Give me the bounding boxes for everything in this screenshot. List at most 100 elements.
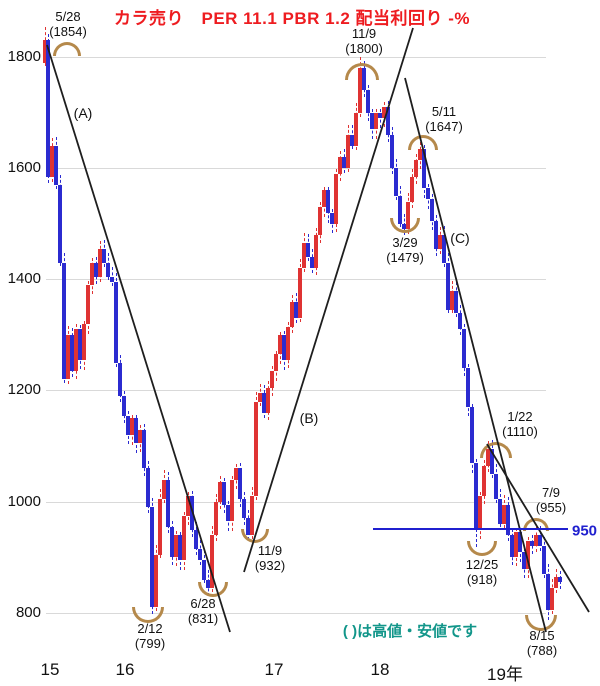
gridline [46, 613, 546, 614]
candle [230, 479, 234, 522]
candle [518, 532, 522, 552]
wave-label-A: (A) [73, 105, 93, 121]
gridline [46, 57, 546, 58]
price-annotation: 12/25 (918) [465, 557, 499, 588]
annotation-date: 12/25 [465, 557, 499, 572]
candle [318, 207, 322, 235]
candle [458, 312, 462, 330]
candle [466, 368, 470, 408]
annotation-price: (1800) [345, 40, 383, 56]
turning-point-arc [345, 63, 379, 80]
candle [390, 134, 394, 169]
y-axis-label: 1600 [7, 159, 41, 176]
turning-point-arc [467, 541, 497, 556]
turning-point-arc [408, 135, 438, 150]
annotation-price: (788) [526, 642, 558, 658]
annotation-price: (955) [535, 499, 567, 515]
candle [266, 387, 270, 413]
level-line-label: 950 [572, 522, 598, 540]
annotation-price: (932) [254, 557, 286, 573]
turning-point-arc [53, 42, 81, 56]
candle [354, 112, 358, 146]
price-annotation: 5/28 (1854) [49, 9, 87, 40]
price-annotation: 11/9 (1800) [345, 26, 383, 57]
candle [494, 474, 498, 500]
price-annotation: 11/9 (932) [254, 543, 286, 574]
y-axis-label: 800 [15, 604, 41, 621]
candle [194, 529, 198, 550]
annotation-price: (1110) [502, 423, 538, 439]
candle [462, 329, 466, 369]
annotation-date: 11/9 [351, 26, 377, 41]
price-annotation: 3/29 (1479) [386, 235, 424, 266]
x-axis-label: 16 [115, 660, 135, 679]
gridline [46, 168, 546, 169]
candle [482, 465, 486, 497]
candle [190, 496, 194, 530]
wave-label-C: (C) [450, 230, 470, 246]
candle [538, 535, 542, 547]
candle [122, 396, 126, 416]
price-annotation: 6/28 (831) [187, 596, 219, 627]
annotation-date: 7/9 [541, 485, 561, 500]
annotation-date: 1/22 [507, 409, 533, 424]
candle [542, 546, 546, 575]
candle [334, 173, 338, 224]
candle [54, 145, 58, 185]
annotation-price: (799) [134, 635, 166, 651]
candle [550, 587, 554, 611]
annotation-date: 2/12 [137, 621, 163, 636]
legend-note: ( )は高値・安値です [342, 623, 478, 640]
candle [274, 354, 278, 372]
candle [270, 371, 274, 388]
price-annotation: 7/9 (955) [535, 485, 567, 516]
x-axis-label: 15 [40, 660, 60, 679]
candle [234, 468, 238, 480]
candle [306, 243, 310, 258]
x-axis-label: 19年 [487, 665, 523, 684]
price-annotation: 2/12 (799) [134, 621, 166, 652]
candle [454, 290, 458, 313]
candle [478, 496, 482, 530]
y-axis-label: 1000 [7, 493, 41, 510]
candle [558, 576, 562, 583]
candle [366, 90, 370, 113]
candle [414, 159, 418, 177]
candle [222, 482, 226, 505]
candle [422, 148, 426, 188]
annotation-date: 11/9 [257, 543, 283, 558]
turning-point-arc [523, 518, 549, 531]
candle [202, 560, 206, 580]
candle [506, 504, 510, 536]
annotation-date: 6/28 [190, 596, 216, 611]
candle [386, 107, 390, 135]
annotation-price: (1854) [49, 23, 87, 39]
candle [238, 468, 242, 500]
candle [426, 187, 430, 199]
y-axis-label: 1800 [7, 48, 41, 65]
candle [114, 282, 118, 363]
candle [166, 479, 170, 527]
x-axis-label: 18 [370, 660, 390, 679]
annotation-date: 5/28 [55, 9, 81, 24]
candle [182, 515, 186, 561]
price-annotation: 1/22 (1110) [502, 409, 538, 440]
turning-point-arc [480, 442, 512, 458]
turning-point-arc [241, 529, 269, 543]
candle [470, 407, 474, 463]
candle [298, 268, 302, 319]
annotation-price: (831) [187, 610, 219, 626]
turning-point-arc [198, 582, 228, 597]
candle [82, 323, 86, 360]
candle [214, 501, 218, 536]
candle [254, 401, 258, 497]
y-axis-label: 1200 [7, 381, 41, 398]
candle [430, 198, 434, 221]
candle [146, 468, 150, 508]
candle [58, 184, 62, 263]
candle [326, 190, 330, 213]
annotation-date: 8/15 [529, 628, 555, 643]
candle [86, 284, 90, 324]
